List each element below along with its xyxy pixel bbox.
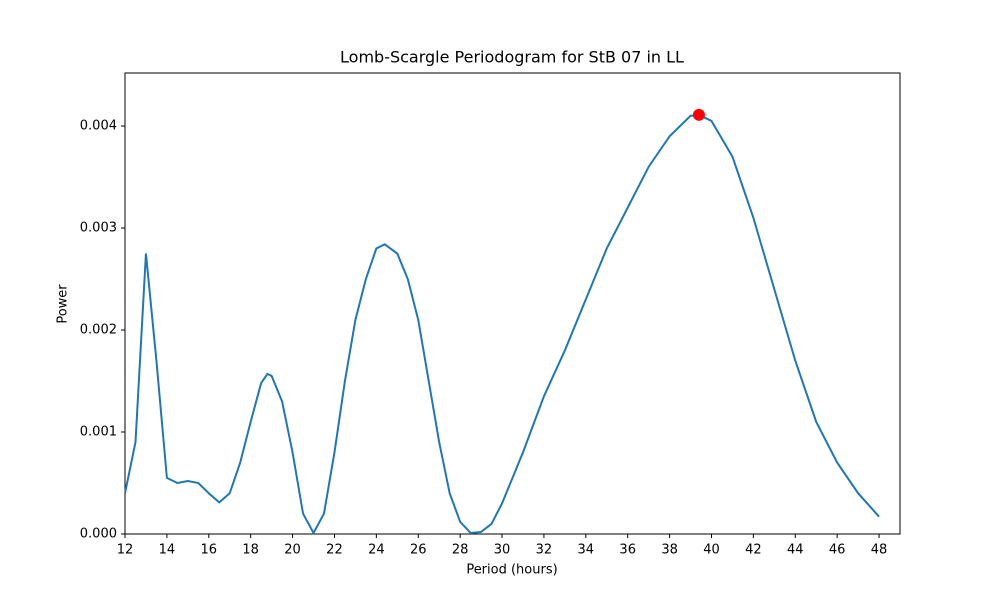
x-tick-label: 24 (368, 543, 385, 558)
peak-marker (692, 108, 705, 121)
x-tick-label: 14 (159, 543, 176, 558)
y-axis-label: Power (56, 284, 71, 324)
x-tick-label: 20 (284, 543, 301, 558)
plot-frame (124, 72, 901, 535)
x-axis-label: Period (hours) (466, 563, 557, 578)
y-tick-label: 0.000 (80, 527, 117, 542)
y-tick-label: 0.002 (80, 323, 117, 338)
x-tick-label: 26 (410, 543, 427, 558)
y-tick-label: 0.001 (80, 425, 117, 440)
x-tick-label: 44 (787, 543, 804, 558)
x-tick-label: 34 (578, 543, 595, 558)
x-tick-label: 38 (661, 543, 678, 558)
x-tick-label: 42 (745, 543, 762, 558)
x-tick-label: 48 (871, 543, 888, 558)
line (124, 113, 880, 536)
x-tick-label: 22 (326, 543, 343, 558)
x-tick-label: 40 (703, 543, 720, 558)
x-tick-label: 32 (536, 543, 553, 558)
x-tick-label: 30 (494, 543, 511, 558)
x-tick-label: 28 (452, 543, 469, 558)
x-tick-label: 18 (242, 543, 259, 558)
y-tick-label: 0.003 (80, 221, 117, 236)
y-tick-label: 0.004 (80, 119, 117, 134)
x-tick-label: 46 (829, 543, 846, 558)
x-tick-label: 16 (201, 543, 218, 558)
chart-title: Lomb-Scargle Periodogram for StB 07 in L… (340, 48, 684, 67)
x-tick-label: 12 (117, 543, 134, 558)
x-tick-label: 36 (619, 543, 636, 558)
